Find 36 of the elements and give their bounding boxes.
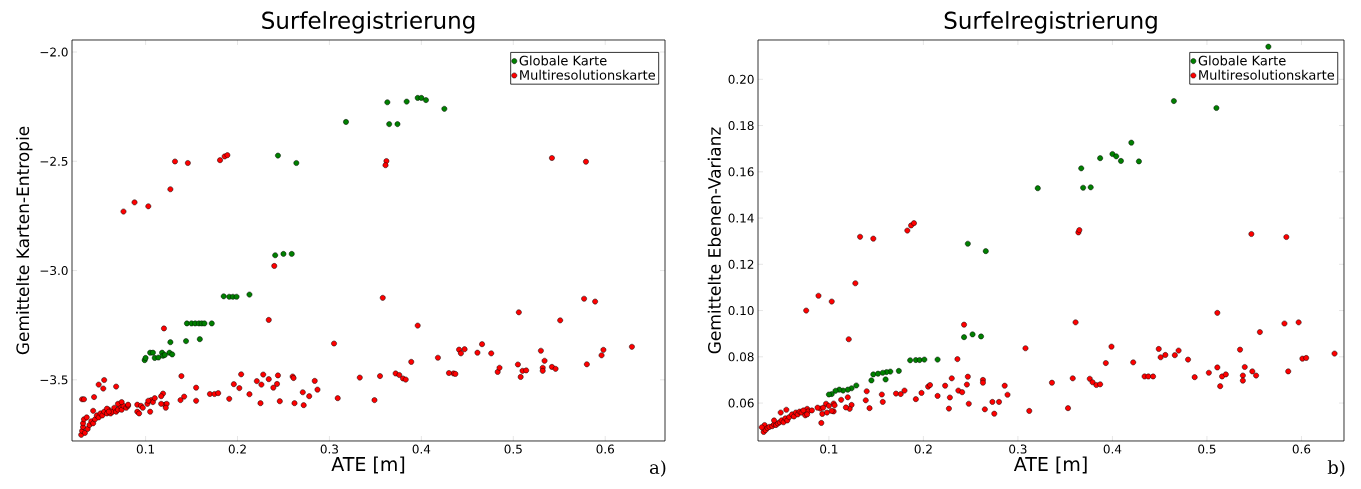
y-axis-title: Gemittelte Karten-Entropie xyxy=(16,126,33,355)
x-tick-label: 0.5 xyxy=(504,444,522,454)
chart-title: Surfelregistrierung xyxy=(944,11,1157,34)
y-tick-label: −2.0 xyxy=(40,47,68,57)
chart-title: Surfelregistrierung xyxy=(262,11,475,34)
y-tick-label: 0.08 xyxy=(728,352,754,362)
x-axis-title: ATE [m] xyxy=(1013,456,1087,474)
y-tick-label: 0.16 xyxy=(728,167,754,177)
x-axis-title: ATE [m] xyxy=(331,456,405,474)
x-tick-label: 0.3 xyxy=(320,444,339,454)
y-tick-label: 0.06 xyxy=(728,398,754,408)
y-axis-title: Gemittelte Ebenen-Varianz xyxy=(707,127,721,354)
y-tick-label: 0.20 xyxy=(728,74,754,84)
y-tick-label: −2.5 xyxy=(40,156,68,166)
legend-label: Multiresolutionskarte xyxy=(1199,69,1335,80)
x-tick-label: 0.5 xyxy=(1198,444,1216,454)
x-tick-label: 0.3 xyxy=(1009,444,1027,454)
legend-label: Multiresolutionskarte xyxy=(520,69,656,80)
y-tick-label: −3.5 xyxy=(40,375,68,385)
y-tick-label: 0.10 xyxy=(728,306,754,316)
y-tick-label: 0.12 xyxy=(728,259,754,269)
text: b) xyxy=(1327,460,1345,477)
x-tick-label: 0.4 xyxy=(1103,444,1122,454)
x-tick-label: 0.6 xyxy=(1292,444,1311,454)
legend-label: Globale Karte xyxy=(1198,55,1286,66)
legend-label: Globale Karte xyxy=(519,55,607,66)
text: a) xyxy=(649,460,666,477)
y-tick-label: −3.0 xyxy=(40,265,68,276)
x-tick-label: 0.6 xyxy=(596,444,615,454)
x-tick-label: 0.2 xyxy=(228,444,246,454)
x-tick-label: 0.2 xyxy=(914,444,932,454)
x-tick-label: 0.4 xyxy=(412,444,431,454)
x-tick-label: 0.1 xyxy=(136,444,154,454)
y-tick-label: 0.14 xyxy=(728,213,754,223)
y-tick-label: 0.18 xyxy=(728,121,754,131)
x-tick-label: 0.1 xyxy=(820,444,838,454)
